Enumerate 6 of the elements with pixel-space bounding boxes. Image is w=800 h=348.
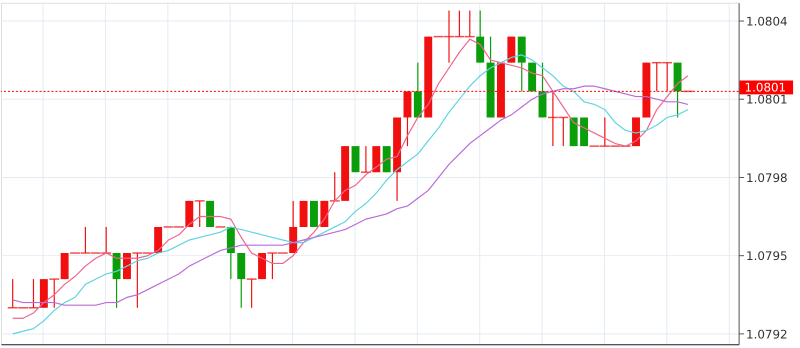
y-tick-label: 1.0801 — [746, 92, 788, 107]
y-tick-label: 1.0792 — [746, 327, 788, 342]
y-tick-label: 1.0804 — [746, 14, 788, 28]
y-tick-label: 1.0795 — [746, 249, 788, 264]
line-series — [12, 86, 689, 306]
y-tick-label: 1.0798 — [746, 170, 788, 185]
